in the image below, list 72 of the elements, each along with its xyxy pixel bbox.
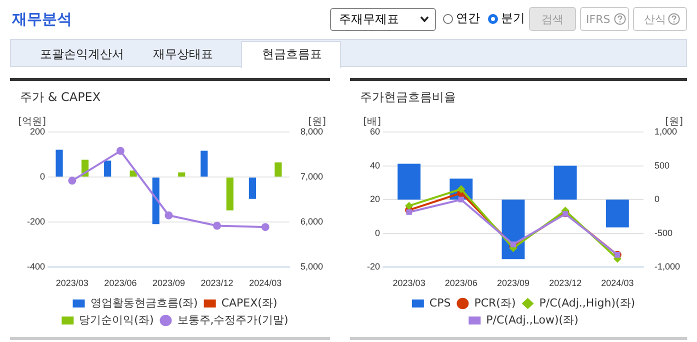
bar [554,166,577,200]
y-tick-label: -400 [27,262,46,272]
y-axis-title: [배] [363,116,382,128]
y2-axis-title: [원] [665,116,684,128]
bar [226,178,234,210]
bar [152,178,160,224]
x-tick-label: 2023/03 [56,278,88,288]
y2-tick-label: 7,000 [300,172,324,182]
bar [398,164,421,200]
text: IFRS [580,7,629,31]
y-tick-label: 0 [40,172,46,182]
legend-label: 영업활동현금흐름(좌) [90,296,198,310]
bar [104,160,112,177]
x-tick-label: 2024/03 [249,278,282,288]
y-tick-label: 60 [370,126,380,136]
legend-label: CPS [429,296,451,310]
y-axis-title: [억원] [18,116,46,128]
y2-tick-label: -1,000 [654,262,680,272]
text: 검색 [529,7,576,31]
y2-tick-label: 0 [654,194,660,204]
y2-axis-title: [원] [308,116,326,128]
y-tick-label: -20 [366,262,380,272]
bar [200,150,208,177]
text: 주재무제표 [330,8,436,31]
legend-label: 보통주,수정주가(기말) [177,313,288,326]
bar [178,172,186,177]
text: 재무분석 [12,10,72,29]
y2-tick-label: -500 [654,228,672,238]
legend-label: 당기순이익(좌) [79,313,154,326]
y-tick-label: 40 [370,160,380,170]
chart-title: 주가 & CAPEX [20,89,101,106]
y-tick-label: -200 [27,216,46,227]
y2-tick-label: 1,000 [654,126,678,136]
point [458,196,464,202]
point [213,222,222,230]
bar [56,150,63,177]
point [406,209,412,215]
bar [248,178,256,199]
point [510,242,516,248]
x-tick-label: 2023/09 [496,278,530,288]
text: 연간 [456,10,480,27]
legend-label: P/C(Adj.,Low)(좌) [486,313,578,326]
x-tick-label: 2023/12 [200,278,234,288]
y-tick-label: 20 [370,194,380,204]
y2-tick-label: 500 [654,160,670,170]
point [164,211,173,220]
legend-label: PCR(좌) [474,296,516,310]
chart-title: 주가현금흐름비율 [360,89,456,106]
y-tick-label: 200 [30,126,46,136]
text: 분기 [501,10,525,27]
legend-label: CAPEX(좌) [221,296,278,310]
x-tick-label: 2023/06 [444,278,478,288]
y2-tick-label: 8,000 [300,126,324,136]
x-tick-label: 2023/03 [392,278,426,288]
x-tick-label: 2023/06 [104,278,137,288]
text: 포괄손익계산서 [40,46,124,63]
legend-label: P/C(Adj.,High)(좌) [539,296,636,310]
y-tick-label: 0 [374,228,380,238]
text: 현금흐름표 [262,46,322,63]
point [261,223,270,232]
y2-tick-label: 6,000 [300,216,324,227]
text: 산식 [633,7,687,31]
point [116,146,124,155]
text: 재무상태표 [153,46,213,63]
bar [606,200,629,228]
bar [274,162,282,177]
x-tick-label: 2024/03 [601,278,634,288]
x-tick-label: 2023/12 [549,278,582,288]
x-tick-label: 2023/09 [152,278,186,288]
point [68,176,76,185]
point [405,202,414,210]
y2-tick-label: 5,000 [300,262,324,272]
